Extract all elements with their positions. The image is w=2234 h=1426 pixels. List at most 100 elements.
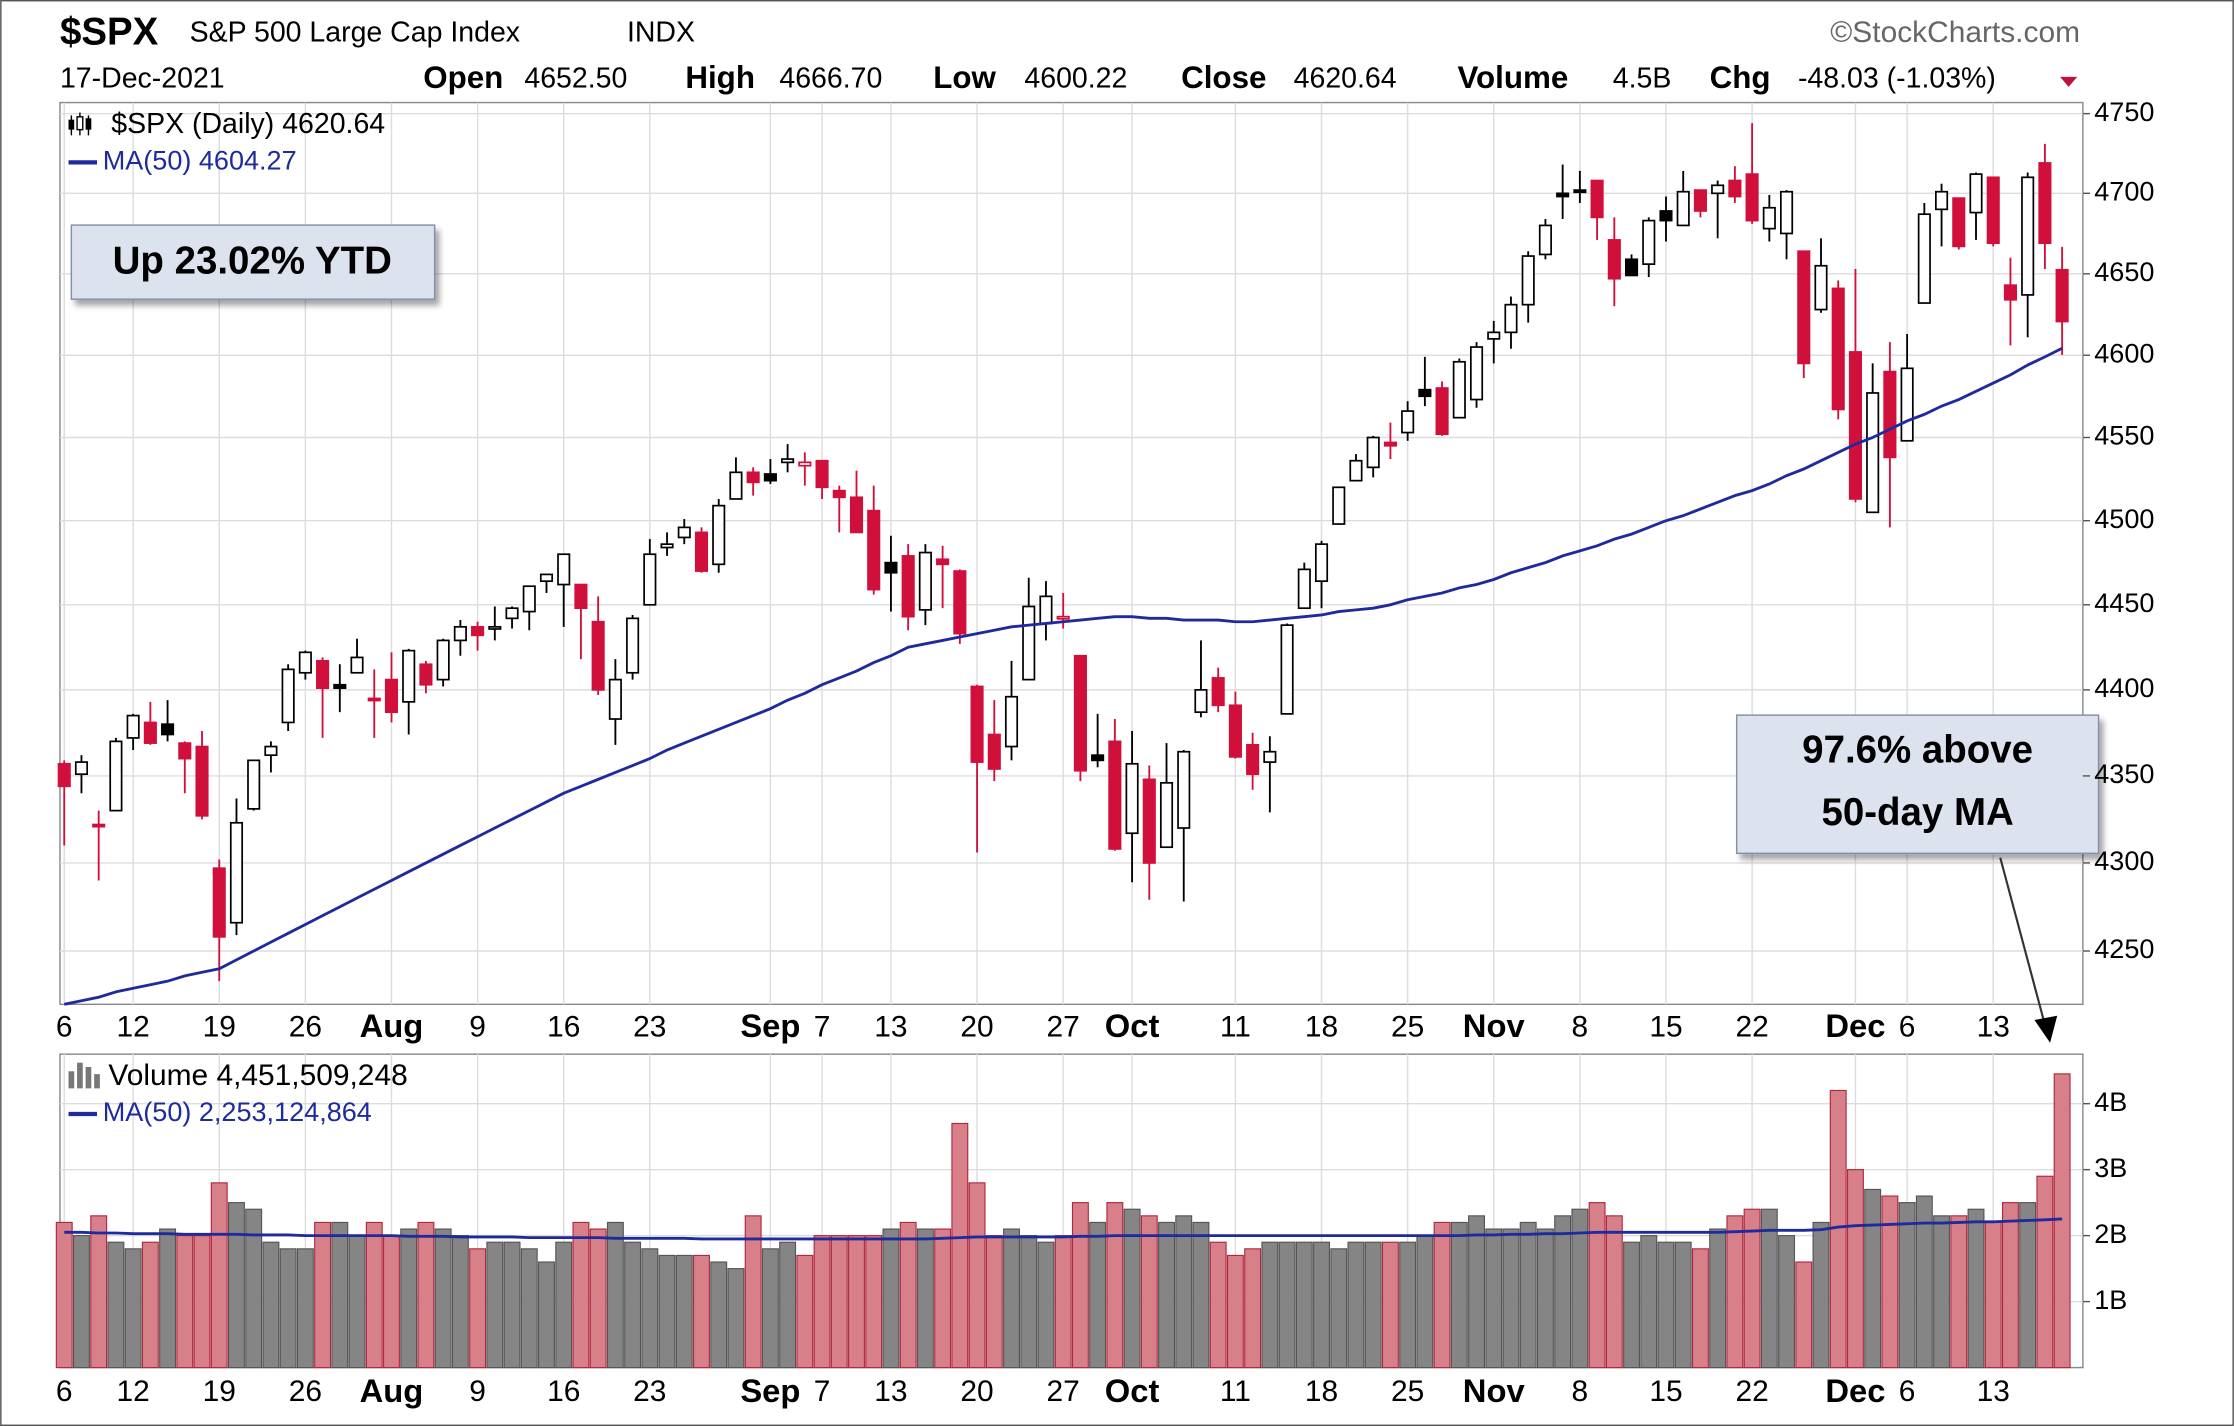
- candle-body: [591, 620, 605, 691]
- volume-bar: [985, 1235, 1003, 1369]
- x-tick-label: 6: [1899, 1010, 1916, 1043]
- y-tick-label: 4250: [2094, 934, 2154, 964]
- volume-bar: [2053, 1073, 2071, 1369]
- volume-bar: [1295, 1241, 1313, 1369]
- volume-bar: [2019, 1202, 2037, 1369]
- volume-bar: [1950, 1215, 1968, 1369]
- volume-bar: [365, 1221, 383, 1369]
- volume-ma-legend: MA(50) 2,253,124,864: [103, 1097, 372, 1127]
- candle-body: [798, 461, 812, 467]
- candle-body: [2055, 268, 2069, 323]
- volume-bar: [1244, 1248, 1262, 1369]
- volume-bar: [1158, 1221, 1175, 1369]
- volume-bar: [779, 1241, 797, 1369]
- candle-body: [643, 553, 657, 606]
- y-tick-label: 3B: [2094, 1153, 2127, 1183]
- candle-body: [264, 745, 278, 757]
- candle-body: [1487, 331, 1501, 340]
- candle-body: [1091, 754, 1105, 762]
- quote-label: High: [685, 60, 755, 95]
- candle-body: [1728, 179, 1742, 198]
- candle-body: [1538, 224, 1552, 256]
- x-tick-label: 19: [203, 1375, 236, 1408]
- candle-body: [1418, 388, 1432, 398]
- volume-bar: [1313, 1241, 1330, 1369]
- y-tick-label: 4B: [2094, 1087, 2127, 1117]
- x-tick-label: 27: [1047, 1375, 1080, 1408]
- volume-bar: [1881, 1195, 1899, 1369]
- volume-bar: [934, 1228, 952, 1369]
- y-tick-label: 4450: [2094, 588, 2154, 618]
- candle-body: [1108, 740, 1122, 850]
- candle-body: [746, 471, 760, 484]
- candle-body: [849, 496, 864, 534]
- volume-bar: [710, 1261, 728, 1369]
- y-tick-label: 4750: [2094, 97, 2154, 127]
- volume-bar: [107, 1241, 125, 1369]
- y-tick-label: 1B: [2094, 1285, 2127, 1315]
- candle-body: [436, 639, 450, 681]
- volume-legend: Volume 4,451,509,248: [108, 1059, 407, 1092]
- candle-body: [832, 489, 846, 499]
- volume-bar: [176, 1235, 194, 1369]
- volume-ma-line: [64, 1217, 2063, 1241]
- volume-bar: [1864, 1188, 1882, 1369]
- volume-bar: [1054, 1235, 1072, 1369]
- candle-body: [522, 585, 536, 613]
- candle-body: [1866, 392, 1880, 514]
- down-arrow: [2060, 76, 2078, 87]
- x-tick-label: 11: [1220, 1375, 1251, 1408]
- quote-value: 4.5B: [1613, 62, 1672, 94]
- candle-body: [1848, 351, 1862, 500]
- volume-bar: [761, 1248, 779, 1369]
- x-tick-label: 22: [1735, 1375, 1768, 1408]
- volume-bar: [72, 1235, 90, 1369]
- volume-bar: [1416, 1235, 1434, 1369]
- x-tick-label: 11: [1220, 1010, 1251, 1043]
- volume-bar: [1691, 1248, 1709, 1369]
- candle-body: [1676, 190, 1690, 227]
- x-tick-label: 18: [1305, 1375, 1338, 1408]
- ma-line: [63, 346, 2063, 1006]
- volume-bar: [434, 1228, 452, 1369]
- candle-body: [471, 625, 485, 637]
- candle-body: [1573, 189, 1587, 194]
- x-tick-label: 6: [56, 1010, 73, 1043]
- candle-body: [281, 668, 295, 724]
- annotation-ytd: Up 23.02% YTD: [70, 224, 436, 300]
- y-tick-label: 4400: [2094, 673, 2154, 703]
- candle-body: [1779, 190, 1794, 235]
- volume-bar: [1226, 1254, 1244, 1369]
- y-tick-label: 4700: [2094, 176, 2154, 206]
- candle-body: [488, 625, 502, 630]
- volume-bar: [538, 1261, 555, 1369]
- candle-body: [505, 607, 519, 620]
- quote-label: Volume: [1457, 60, 1568, 95]
- candle-body: [1022, 605, 1036, 681]
- candle-body: [212, 867, 226, 938]
- annotation-line: 50-day MA: [1821, 791, 2013, 834]
- candle-body: [1004, 695, 1019, 748]
- volume-bar: [1967, 1208, 1985, 1369]
- candle-body: [419, 663, 433, 686]
- candle-body: [384, 678, 399, 714]
- candle-body: [1745, 173, 1759, 222]
- volume-bar: [1743, 1208, 1761, 1369]
- candle-body: [626, 617, 640, 674]
- volume-bar: [1037, 1241, 1055, 1369]
- x-tick-label: 13: [1977, 1375, 2010, 1408]
- volume-bar: [520, 1248, 538, 1369]
- x-tick-label: 9: [469, 1010, 486, 1043]
- candle-body: [247, 759, 261, 810]
- candle-body: [453, 625, 467, 642]
- candle-body: [1263, 750, 1277, 763]
- candle-body: [1642, 219, 1656, 265]
- volume-bar: [589, 1228, 607, 1369]
- volume-bar: [658, 1254, 676, 1369]
- candle-body: [884, 561, 898, 574]
- quote-label: Low: [933, 60, 996, 95]
- candle-body: [1039, 595, 1053, 625]
- volume-bar: [1605, 1215, 1623, 1369]
- quote-value: 4620.64: [1294, 62, 1397, 94]
